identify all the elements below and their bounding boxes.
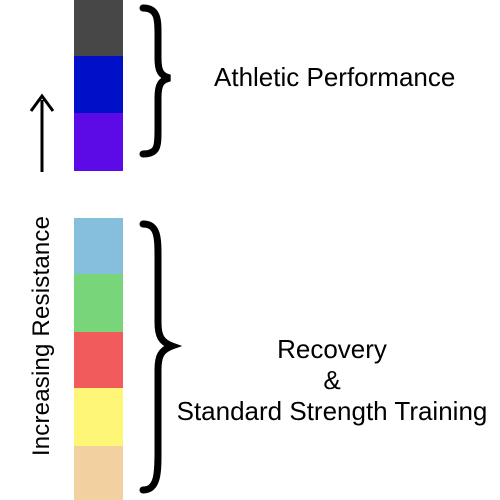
- swatch-light-blue: [74, 218, 123, 274]
- axis-label: Increasing Resistance: [28, 215, 55, 457]
- recovery-line-3: Standard Strength Training: [176, 396, 488, 427]
- recovery-line-2: &: [323, 365, 341, 396]
- swatch-red: [74, 332, 123, 388]
- swatch-dark-gray: [74, 0, 123, 56]
- swatch-yellow: [74, 388, 123, 446]
- swatch-tan: [74, 446, 123, 500]
- recovery-line-1: Recovery: [277, 334, 387, 364]
- swatch-blue: [74, 56, 123, 113]
- athletic-brace: [139, 4, 171, 158]
- athletic-performance-label: Athletic Performance: [214, 62, 456, 92]
- swatch-violet: [74, 113, 123, 171]
- resistance-arrow: [29, 93, 55, 172]
- recovery-brace: [139, 220, 183, 494]
- recovery-label: Recovery & Standard Strength Training: [172, 334, 492, 428]
- swatch-green: [74, 274, 123, 332]
